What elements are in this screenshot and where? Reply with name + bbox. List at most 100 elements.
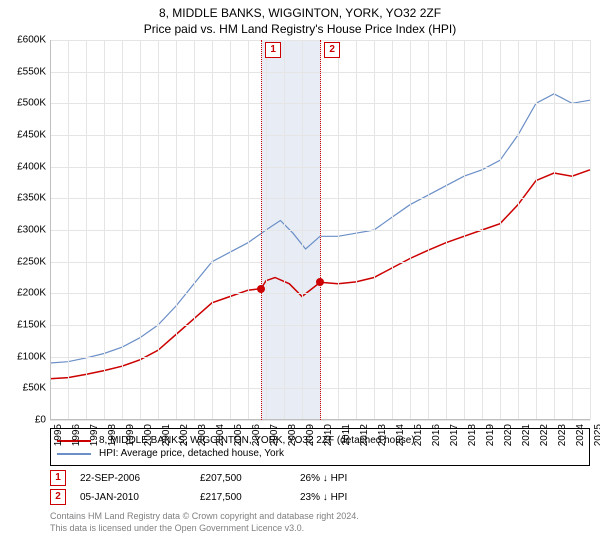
- legend-label: HPI: Average price, detached house, York: [99, 448, 284, 459]
- y-axis-tick-label: £450K: [17, 130, 46, 141]
- gridline-v: [428, 40, 429, 420]
- x-axis-tick-label: 2008: [287, 424, 298, 446]
- x-axis-tick-label: 2006: [251, 424, 262, 446]
- sale-detail-date: 22-SEP-2006: [80, 473, 200, 484]
- gridline-v: [500, 40, 501, 420]
- sale-detail-row: 1 22-SEP-2006£207,50026% ↓ HPI: [50, 470, 590, 486]
- gridline-v: [392, 40, 393, 420]
- x-axis-tick-label: 2016: [431, 424, 442, 446]
- y-axis-tick-label: £300K: [17, 225, 46, 236]
- gridline-v: [194, 40, 195, 420]
- sale-detail-badge: 1: [50, 470, 66, 486]
- gridline-v: [140, 40, 141, 420]
- sale-detail-price: £217,500: [200, 492, 300, 503]
- x-axis-tick-label: 2012: [359, 424, 370, 446]
- legend-color-swatch: [57, 453, 91, 455]
- sale-detail-price: £207,500: [200, 473, 300, 484]
- y-axis-tick-label: £350K: [17, 193, 46, 204]
- sale-marker-badge: 1: [265, 42, 281, 58]
- y-axis-tick-label: £600K: [17, 35, 46, 46]
- gridline-v: [590, 40, 591, 420]
- sale-marker-dot: [257, 285, 265, 293]
- footer-attribution: Contains HM Land Registry data © Crown c…: [50, 511, 590, 534]
- gridline-v: [572, 40, 573, 420]
- sale-detail-row: 2 05-JAN-2010£217,50023% ↓ HPI: [50, 489, 590, 505]
- footer-line1: Contains HM Land Registry data © Crown c…: [50, 511, 590, 523]
- x-axis-tick-label: 2021: [521, 424, 532, 446]
- gridline-v: [536, 40, 537, 420]
- chart-plot: 12: [50, 40, 590, 420]
- x-axis-tick-label: 1999: [125, 424, 136, 446]
- y-axis-tick-label: £100K: [17, 351, 46, 362]
- x-axis-tick-label: 2020: [503, 424, 514, 446]
- legend-item: HPI: Average price, detached house, York: [57, 448, 583, 459]
- gridline-v: [176, 40, 177, 420]
- gridline-v: [68, 40, 69, 420]
- axis-left: [50, 40, 51, 420]
- gridline-v: [230, 40, 231, 420]
- x-axis-tick-label: 1997: [89, 424, 100, 446]
- x-axis-tick-label: 2019: [485, 424, 496, 446]
- sale-marker-dot: [316, 278, 324, 286]
- gridline-v: [266, 40, 267, 420]
- x-axis-tick-label: 1998: [107, 424, 118, 446]
- gridline-v: [248, 40, 249, 420]
- gridline-v: [410, 40, 411, 420]
- x-axis-tick-label: 2001: [161, 424, 172, 446]
- x-axis-tick-label: 2017: [449, 424, 460, 446]
- chart-subtitle: Price paid vs. HM Land Registry's House …: [0, 20, 600, 40]
- gridline-v: [122, 40, 123, 420]
- x-axis-tick-label: 2007: [269, 424, 280, 446]
- sale-marker-line: [261, 40, 262, 420]
- sale-marker-line: [320, 40, 321, 420]
- gridline-v: [554, 40, 555, 420]
- sale-detail-delta: 26% ↓ HPI: [300, 473, 420, 484]
- gridline-v: [158, 40, 159, 420]
- y-axis-tick-label: £0: [35, 415, 46, 426]
- gridline-v: [104, 40, 105, 420]
- gridline-v: [212, 40, 213, 420]
- gridline-v: [338, 40, 339, 420]
- x-axis-tick-label: 1995: [53, 424, 64, 446]
- gridline-v: [356, 40, 357, 420]
- y-axis-tick-label: £200K: [17, 288, 46, 299]
- y-axis-tick-label: £500K: [17, 98, 46, 109]
- footer-line2: This data is licensed under the Open Gov…: [50, 523, 590, 535]
- gridline-v: [86, 40, 87, 420]
- x-axis-tick-label: 2025: [593, 424, 600, 446]
- x-axis-tick-label: 2000: [143, 424, 154, 446]
- sale-marker-badge: 2: [324, 42, 340, 58]
- y-axis-tick-label: £400K: [17, 161, 46, 172]
- x-axis-tick-label: 2009: [305, 424, 316, 446]
- x-axis-tick-label: 2004: [215, 424, 226, 446]
- x-axis-tick-label: 2023: [557, 424, 568, 446]
- gridline-v: [284, 40, 285, 420]
- chart-title: 8, MIDDLE BANKS, WIGGINTON, YORK, YO32 2…: [0, 0, 600, 20]
- x-axis-tick-label: 2013: [377, 424, 388, 446]
- x-axis-tick-label: 2010: [323, 424, 334, 446]
- gridline-h: [50, 420, 590, 421]
- gridline-v: [374, 40, 375, 420]
- chart-area: 12 £0£50K£100K£150K£200K£250K£300K£350K£…: [50, 40, 590, 420]
- y-axis-tick-label: £150K: [17, 320, 46, 331]
- x-axis-tick-label: 2015: [413, 424, 424, 446]
- gridline-v: [302, 40, 303, 420]
- gridline-v: [464, 40, 465, 420]
- gridline-v: [518, 40, 519, 420]
- x-axis-tick-label: 2018: [467, 424, 478, 446]
- y-axis-tick-label: £250K: [17, 256, 46, 267]
- x-axis-tick-label: 2014: [395, 424, 406, 446]
- y-axis-tick-label: £550K: [17, 66, 46, 77]
- gridline-v: [446, 40, 447, 420]
- x-axis-tick-label: 2022: [539, 424, 550, 446]
- x-axis-tick-label: 2003: [197, 424, 208, 446]
- gridline-v: [482, 40, 483, 420]
- x-axis-tick-label: 2005: [233, 424, 244, 446]
- x-axis-tick-label: 2002: [179, 424, 190, 446]
- y-axis-tick-label: £50K: [23, 383, 46, 394]
- sale-detail-date: 05-JAN-2010: [80, 492, 200, 503]
- sale-detail-badge: 2: [50, 489, 66, 505]
- x-axis-tick-label: 2011: [341, 424, 352, 446]
- sale-detail-delta: 23% ↓ HPI: [300, 492, 420, 503]
- x-axis-tick-label: 2024: [575, 424, 586, 446]
